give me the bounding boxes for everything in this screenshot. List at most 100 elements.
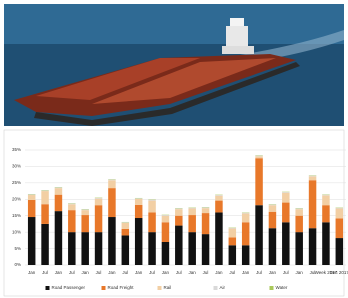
x-tick-label: Jan (242, 270, 250, 275)
bar-segment (175, 208, 182, 209)
y-tick-label: 25% (12, 180, 21, 185)
bar-segment (68, 204, 75, 210)
legend-label: Rail (164, 285, 172, 290)
bar-segment (135, 205, 142, 218)
bar-segment (255, 205, 262, 265)
bar-segment (68, 204, 75, 205)
chart: 0%5%10%15%20%25%30%35%JanJulJanJulJanJul… (0, 0, 348, 298)
bar-segment (336, 218, 343, 238)
bar-segment (269, 205, 276, 212)
x-tick-label: Jul (96, 270, 102, 275)
x-tick-label: Jul (176, 270, 182, 275)
x-tick-label: Jan (108, 270, 116, 275)
bar-segment (215, 201, 222, 213)
bar-segment (68, 210, 75, 232)
y-tick-label: 10% (12, 229, 21, 234)
bar-segment (242, 222, 249, 245)
y-tick-label: 20% (12, 196, 21, 201)
x-tick-label: Jan (269, 270, 277, 275)
bar-segment (295, 208, 302, 209)
x-tick-label: Jul (42, 270, 48, 275)
bar-segment (269, 212, 276, 228)
bar-segment (309, 176, 316, 177)
bar-segment (148, 200, 155, 201)
bar-segment (229, 228, 236, 229)
bar-segment (282, 222, 289, 265)
x-tick-label: Jul (229, 270, 235, 275)
legend-swatch (214, 286, 218, 290)
x-tick-label: Jul (122, 270, 128, 275)
photo (4, 4, 344, 126)
bar-segment (175, 226, 182, 265)
bar-segment (295, 216, 302, 232)
bar-segment (28, 195, 35, 200)
bar-segment (95, 199, 102, 206)
bar-segment (242, 213, 249, 214)
bar-segment (202, 213, 209, 234)
bar-segment (255, 158, 262, 205)
y-tick-label: 15% (12, 213, 21, 218)
x-tick-label: Jul (69, 270, 75, 275)
bar-segment (242, 213, 249, 222)
bar-segment (55, 195, 62, 211)
bar-segment (336, 208, 343, 209)
bar-segment (95, 198, 102, 199)
legend-swatch (270, 286, 274, 290)
bar-segment (135, 198, 142, 199)
bar-segment (309, 228, 316, 265)
bar-segment (242, 245, 249, 265)
bar-segment (108, 188, 115, 217)
bar-segment (108, 180, 115, 188)
bar-segment (336, 238, 343, 265)
bar-segment (148, 201, 155, 213)
bar-segment (148, 212, 155, 232)
bar-segment (81, 215, 88, 232)
bar-segment (202, 208, 209, 209)
bar-segment (322, 205, 329, 222)
x-tick-label: Jan (296, 270, 304, 275)
bar-segment (55, 188, 62, 195)
bar-segment (188, 232, 195, 265)
bar-segment (41, 190, 48, 191)
x-tick-label: Jul (203, 270, 209, 275)
x-tick-label: Jul (149, 270, 155, 275)
bar-segment (55, 187, 62, 188)
y-tick-label: 0% (14, 262, 21, 267)
bar-segment (188, 208, 195, 209)
bar-segment (162, 215, 169, 216)
y-tick-label: 5% (14, 246, 21, 251)
bar-segment (162, 222, 169, 242)
bar-segment (215, 195, 222, 196)
legend-label: Water (276, 285, 288, 290)
bar-segment (295, 209, 302, 216)
bar-segment (55, 211, 62, 265)
bar-segment (81, 210, 88, 215)
bar-segment (95, 205, 102, 232)
bar-segment (202, 234, 209, 265)
bar-segment (162, 216, 169, 223)
bar-segment (122, 223, 129, 229)
bar-segment (162, 242, 169, 265)
x-tick-label: Jan (162, 270, 170, 275)
bar-segment (282, 192, 289, 193)
x-tick-label: Jan (215, 270, 223, 275)
bar-segment (255, 156, 262, 158)
bar-segment (309, 176, 316, 180)
bar-segment (41, 191, 48, 204)
bar-segment (68, 232, 75, 265)
legend-label: Road Freight (108, 285, 135, 290)
bar-segment (81, 232, 88, 265)
x-tick-label: Jan (82, 270, 90, 275)
bar-segment (322, 195, 329, 196)
bar-segment (122, 222, 129, 223)
bar-segment (215, 212, 222, 265)
x-tick-label: Jan (55, 270, 63, 275)
bar-segment (188, 208, 195, 215)
page: 0%5%10%15%20%25%30%35%JanJulJanJulJanJul… (0, 0, 348, 298)
x-tick-label: Dec 2017 (330, 270, 348, 275)
bar-segment (135, 218, 142, 265)
bar-segment (95, 232, 102, 265)
bar-segment (215, 196, 222, 201)
legend-swatch (102, 286, 106, 290)
bar-segment (41, 204, 48, 224)
